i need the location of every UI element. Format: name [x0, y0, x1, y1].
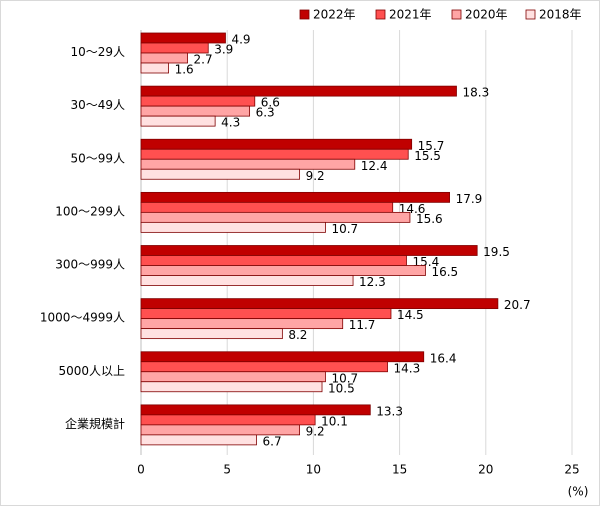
bar [140, 115, 216, 127]
legend-swatch [299, 9, 310, 20]
bar [140, 424, 301, 436]
data-label: 11.7 [349, 318, 376, 332]
data-label: 14.5 [397, 308, 424, 322]
bar [140, 434, 257, 446]
data-label: 15.5 [414, 149, 441, 163]
x-tick-label: 5 [223, 463, 231, 477]
bar [140, 298, 499, 310]
bar [140, 95, 256, 107]
bar [140, 168, 301, 180]
data-label: 6.7 [263, 434, 282, 448]
y-tick-label: 30～49人 [70, 98, 125, 112]
data-label: 12.4 [361, 159, 388, 173]
data-label: 16.5 [431, 265, 458, 279]
legend-swatch [375, 9, 386, 20]
bar [140, 275, 354, 286]
data-label: 10.7 [331, 222, 358, 236]
bar [140, 381, 323, 393]
data-label: 16.4 [430, 351, 457, 365]
y-tick-label: 10～29人 [70, 45, 125, 59]
bar [140, 308, 392, 320]
y-tick-label: 50～99人 [70, 151, 125, 165]
bar [140, 32, 226, 44]
bar [140, 245, 478, 256]
legend-label: 2020年 [465, 8, 508, 22]
data-label: 13.3 [376, 404, 403, 418]
x-tick-label: 10 [306, 463, 321, 477]
data-label: 9.2 [306, 424, 325, 438]
y-tick-label: 企業規模計 [65, 416, 125, 431]
bar [140, 52, 188, 64]
bar [140, 85, 457, 97]
data-label: 10.1 [321, 414, 348, 428]
bar [140, 148, 409, 160]
data-label: 15.7 [418, 139, 445, 153]
bar [140, 221, 326, 233]
x-tick-label: 0 [137, 463, 145, 477]
data-label: 10.7 [331, 371, 358, 385]
bar [140, 318, 344, 330]
y-tick-label: 300～999人 [55, 258, 125, 272]
legend-swatch [451, 9, 462, 20]
data-label: 4.3 [221, 116, 240, 130]
bar [140, 138, 413, 150]
legend-label: 2021年 [389, 8, 432, 22]
data-label: 15.6 [416, 212, 443, 226]
bar [140, 255, 407, 266]
x-tick-label: 20 [478, 463, 493, 477]
x-tick-label: 15 [392, 463, 407, 477]
bar [140, 371, 326, 383]
data-label: 6.6 [261, 96, 280, 110]
bar [140, 201, 394, 213]
bar [140, 42, 209, 54]
data-label: 14.3 [394, 361, 421, 375]
bar [140, 351, 425, 363]
data-label: 9.2 [306, 169, 325, 183]
bar [140, 361, 388, 373]
bar [140, 328, 283, 340]
bar [140, 191, 450, 203]
data-label: 6.3 [256, 106, 275, 120]
bar [140, 62, 169, 74]
bar [140, 404, 371, 416]
bar [140, 414, 316, 426]
data-label: 1.6 [175, 63, 194, 77]
bar [140, 158, 356, 170]
data-label: 3.9 [214, 43, 233, 57]
legend-swatch [525, 9, 536, 20]
bar [140, 211, 411, 223]
y-tick-label: 5000人以上 [58, 364, 125, 378]
bar [140, 105, 251, 117]
bar [140, 265, 426, 276]
data-label: 2.7 [194, 53, 213, 67]
legend-label: 2022年 [313, 8, 356, 22]
data-label: 12.3 [359, 275, 386, 289]
y-tick-label: 1000～4999人 [40, 311, 125, 325]
x-axis-label: (%) [568, 485, 589, 499]
data-label: 17.9 [456, 192, 483, 206]
data-label: 18.3 [462, 86, 489, 100]
data-label: 8.2 [288, 328, 307, 342]
y-tick-label: 100～299人 [55, 204, 125, 218]
data-label: 10.5 [328, 381, 355, 395]
data-label: 20.7 [504, 298, 531, 312]
data-label: 19.5 [483, 245, 510, 259]
x-tick-label: 25 [564, 463, 579, 477]
data-label: 4.9 [231, 33, 250, 47]
legend-label: 2018年 [539, 8, 582, 22]
